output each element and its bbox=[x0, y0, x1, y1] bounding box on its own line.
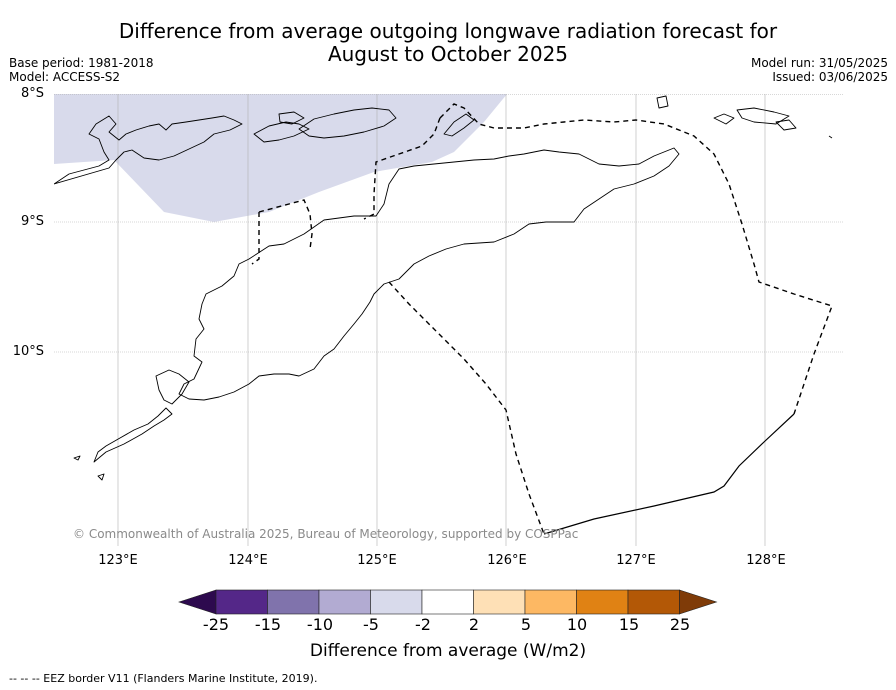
cb-tick-10: 25 bbox=[669, 615, 691, 634]
eez-south-border bbox=[543, 413, 795, 535]
lat-label-9s: 9°S bbox=[20, 214, 44, 229]
sumba-tip bbox=[73, 455, 81, 461]
cb-tick-6: 2 bbox=[468, 615, 480, 634]
colorbar-cell bbox=[318, 589, 371, 615]
kisar-island bbox=[713, 113, 735, 125]
model-run: Model run: 31/05/2025 bbox=[750, 56, 888, 70]
cb-tick-3: -10 bbox=[306, 615, 334, 634]
small-islet-1 bbox=[97, 473, 105, 481]
small-islet-2 bbox=[656, 95, 669, 109]
cb-tick-4: -5 bbox=[363, 615, 379, 634]
base-info: Base period: 1981-2018 Model: ACCESS-S2 bbox=[9, 56, 154, 84]
pantar-island bbox=[278, 111, 305, 125]
colorbar-cell bbox=[267, 589, 320, 615]
base-period: Base period: 1981-2018 bbox=[9, 56, 154, 70]
colorbar-cell bbox=[370, 589, 423, 615]
graticule bbox=[54, 94, 843, 546]
eez-border bbox=[251, 103, 833, 535]
model-name: Model: ACCESS-S2 bbox=[9, 70, 121, 84]
savu-island bbox=[93, 407, 173, 463]
lon-label-125e: 125°E bbox=[357, 553, 397, 568]
run-info: Model run: 31/05/2025 Issued: 03/06/2025 bbox=[751, 56, 888, 84]
issued-date: Issued: 03/06/2025 bbox=[772, 70, 888, 84]
colorbar-cell bbox=[524, 589, 577, 615]
title-line-1: Difference from average outgoing longwav… bbox=[118, 19, 778, 43]
lat-label-10s: 10°S bbox=[12, 344, 44, 359]
colorbar-cell bbox=[576, 589, 629, 615]
cb-tick-1: -25 bbox=[202, 615, 230, 634]
colorbar-arrow-high bbox=[679, 589, 718, 615]
copyright-notice: © Commonwealth of Australia 2025, Bureau… bbox=[73, 527, 579, 541]
leti-island bbox=[736, 107, 790, 125]
coastlines bbox=[54, 95, 833, 481]
colorbar-cell bbox=[473, 589, 526, 615]
flores-coast bbox=[54, 115, 243, 185]
lon-label-126e: 126°E bbox=[487, 553, 527, 568]
lon-label-124e: 124°E bbox=[228, 553, 268, 568]
wetar-island bbox=[298, 107, 397, 139]
colorbar-cell bbox=[215, 589, 268, 615]
map-title: Difference from average outgoing longwav… bbox=[0, 20, 896, 66]
lat-label-8s: 8°S bbox=[20, 86, 44, 101]
colorbar bbox=[178, 589, 718, 615]
colorbar-cell bbox=[421, 589, 474, 615]
eez-footnote: -- -- -- EEZ border V11 (Flanders Marine… bbox=[9, 672, 318, 685]
colorbar-cell bbox=[627, 589, 680, 615]
title-line-2: August to October 2025 bbox=[327, 42, 569, 66]
roti-island bbox=[155, 369, 190, 405]
map-panel bbox=[54, 94, 843, 546]
colorbar-label: Difference from average (W/m2) bbox=[309, 641, 587, 661]
lon-label-127e: 127°E bbox=[616, 553, 656, 568]
alor-island bbox=[253, 121, 310, 143]
cb-tick-2: -15 bbox=[254, 615, 282, 634]
lon-label-123e: 123°E bbox=[98, 553, 138, 568]
lon-label-128e: 128°E bbox=[746, 553, 786, 568]
cb-tick-9: 15 bbox=[618, 615, 640, 634]
cb-tick-7: 5 bbox=[520, 615, 532, 634]
anomaly-shading bbox=[54, 94, 507, 222]
cb-tick-8: 10 bbox=[566, 615, 588, 634]
atauro-island bbox=[443, 113, 475, 137]
small-islet-3 bbox=[828, 135, 833, 139]
timor-island bbox=[178, 147, 680, 401]
colorbar-arrow-low bbox=[178, 589, 217, 615]
moa-island bbox=[775, 119, 797, 131]
cb-tick-5: -2 bbox=[415, 615, 431, 634]
